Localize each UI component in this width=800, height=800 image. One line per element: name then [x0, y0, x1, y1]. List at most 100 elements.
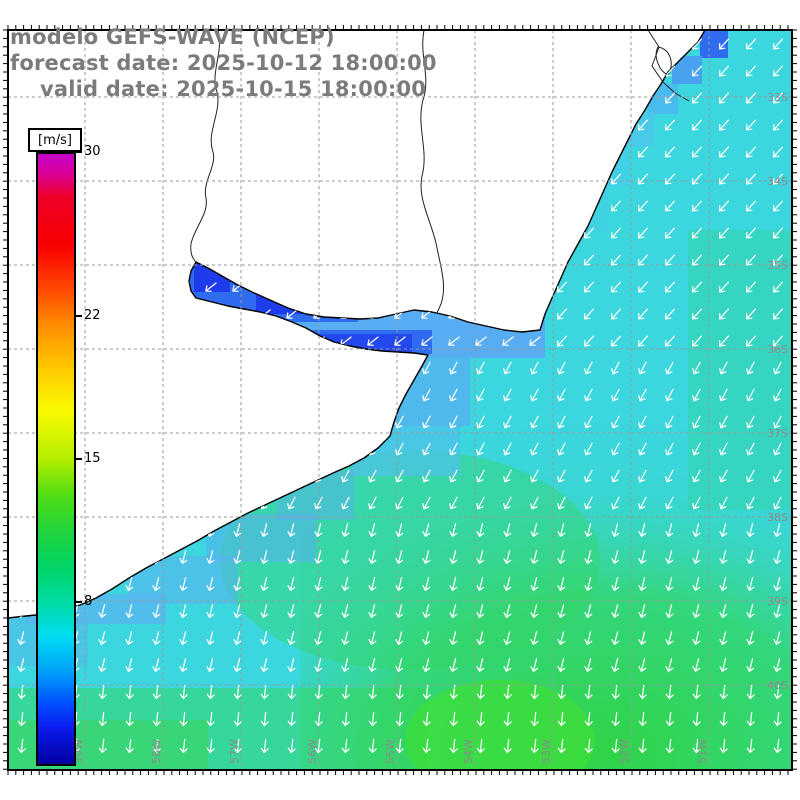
- wind-arrow: [368, 523, 377, 537]
- wind-arrow: [314, 684, 323, 700]
- wind-arrow: [395, 496, 404, 510]
- wind-arrow: [476, 469, 485, 483]
- wind-arrow: [557, 711, 566, 727]
- wind-arrow: [530, 361, 539, 375]
- wind-arrow: [395, 523, 404, 537]
- wind-arrow: [665, 711, 674, 727]
- wind-arrow: [665, 631, 674, 645]
- wind-arrow: [692, 604, 701, 618]
- wind-arrow: [287, 711, 296, 727]
- wind-arrow: [719, 146, 729, 158]
- wind-arrow: [17, 684, 26, 700]
- wind-arrow: [422, 523, 431, 537]
- wind-arrow: [179, 550, 188, 564]
- wind-arrow: [746, 38, 756, 50]
- plot-header: modelo GEFS-WAVE (NCEP) forecast date: 2…: [10, 24, 437, 102]
- lon-tick-label: 55W: [384, 739, 397, 764]
- wind-arrow: [341, 496, 350, 510]
- wind-arrow: [584, 550, 593, 564]
- wind-arrow: [611, 738, 620, 754]
- wind-arrow: [503, 658, 512, 672]
- wind-arrow: [638, 119, 648, 131]
- wind-arrow: [692, 631, 701, 645]
- wind-arrow: [530, 711, 539, 727]
- wind-arrow: [746, 738, 755, 754]
- wind-arrow: [179, 631, 188, 645]
- wind-arrow: [233, 523, 242, 537]
- wind-arrow: [773, 738, 782, 754]
- wind-arrow: [665, 658, 674, 672]
- wind-arrow: [773, 119, 783, 131]
- wind-arrow: [611, 577, 620, 591]
- wind-arrow: [692, 65, 702, 77]
- wind-arrow: [611, 550, 620, 564]
- wind-arrow: [260, 577, 269, 591]
- wind-arrow: [475, 336, 487, 346]
- wind-arrow: [746, 308, 756, 320]
- wind-arrow: [638, 415, 647, 429]
- lat-tick-label: 39S: [767, 595, 788, 608]
- wind-arrow: [205, 282, 217, 292]
- wind-arrow: [692, 335, 702, 347]
- wind-arrow: [449, 442, 458, 456]
- wind-arrow: [314, 550, 323, 564]
- wind-arrow: [530, 631, 539, 645]
- wind-arrow: [719, 119, 729, 131]
- wind-arrow: [287, 523, 296, 537]
- wind-arrow: [368, 684, 377, 700]
- wind-arrow: [206, 711, 215, 727]
- wind-arrow: [476, 684, 485, 700]
- wind-arrow: [314, 523, 323, 537]
- wind-arrow: [719, 92, 729, 104]
- wind-arrow: [719, 496, 728, 510]
- wind-arrow: [746, 415, 755, 429]
- wind-arrow: [584, 604, 593, 618]
- wind-arrow: [692, 146, 702, 158]
- wind-arrow: [557, 550, 566, 564]
- wind-arrow: [530, 496, 539, 510]
- wind-arrow: [773, 254, 783, 266]
- wind-arrow: [233, 577, 242, 591]
- wind-arrow: [287, 738, 296, 754]
- wind-arrow: [719, 550, 728, 564]
- wind-arrow: [422, 469, 431, 483]
- wind-arrow: [179, 658, 188, 672]
- wind-arrow: [503, 388, 512, 402]
- colorbar-tick-label: 15: [84, 451, 101, 466]
- wind-arrow: [773, 308, 783, 320]
- wind-arrow: [341, 577, 350, 591]
- wind-arrow: [314, 738, 323, 754]
- wind-arrow: [692, 469, 701, 483]
- wind-arrow: [206, 604, 215, 618]
- wind-arrow: [611, 281, 621, 293]
- wind-arrow: [233, 711, 242, 727]
- wind-arrow: [692, 711, 701, 727]
- wind-arrow: [503, 523, 512, 537]
- wind-arrow: [449, 604, 458, 618]
- wind-arrow: [773, 227, 783, 239]
- wind-arrow: [287, 658, 296, 672]
- map-gridlines: [8, 30, 792, 770]
- wind-arrow: [719, 738, 728, 754]
- wind-arrow: [719, 577, 728, 591]
- wind-arrow: [394, 336, 406, 346]
- wind-arrow: [611, 684, 620, 700]
- lon-tick-label: 57W: [228, 739, 241, 764]
- wind-arrow: [557, 604, 566, 618]
- wind-arrow: [503, 469, 512, 483]
- wind-arrow: [260, 684, 269, 700]
- wind-arrow: [719, 415, 728, 429]
- colorbar-tick-mark: [74, 601, 82, 604]
- wind-arrow: [449, 658, 458, 672]
- wind-arrow: [448, 336, 460, 346]
- wind-arrow: [152, 631, 161, 645]
- wind-arrow: [638, 173, 648, 185]
- wind-arrow: [125, 604, 134, 618]
- wind-arrow: [665, 200, 675, 212]
- wind-arrow: [287, 550, 296, 564]
- lat-tick-label: 34S: [767, 175, 788, 188]
- wind-arrow: [98, 738, 107, 754]
- wind-arrow: [638, 254, 648, 266]
- wind-arrow: [773, 146, 783, 158]
- wind-arrow: [502, 336, 514, 346]
